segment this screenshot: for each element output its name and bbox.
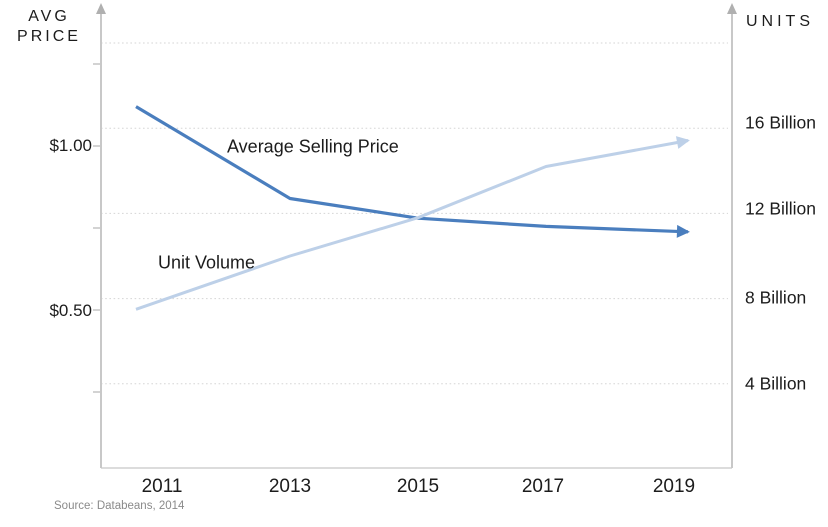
left-axis-title-line1: AVG [28,8,70,25]
average-selling-price-line [135,105,690,238]
x-axis-label-2011: 2011 [141,476,183,497]
left-axis-arrow-icon [96,3,106,14]
x-axis-label-2015: 2015 [396,476,440,497]
source-attribution: Source: Databeans, 2014 [54,500,185,512]
left-axis-title-line2: PRICE [17,28,81,45]
right-axis-tick-label-8b: 8 Billion [745,287,807,308]
left-axis-tick-label-1-00: $1.00 [49,136,92,155]
x-axis-label-2019: 2019 [652,476,696,497]
average-selling-price-series-label: Average Selling Price [227,136,399,157]
right-axis-tick-label-16b: 16 Billion [745,112,817,133]
unit-volume-line [135,136,690,311]
left-axis-title: AVG PRICE [4,7,94,47]
right-axis-tick-label-12b: 12 Billion [745,198,817,219]
right-axis-title: UNITS [746,13,814,30]
right-axis-tick-label-4b: 4 Billion [745,373,807,394]
x-axis-label-2017: 2017 [521,476,565,497]
unit-volume-series-label: Unit Volume [158,252,256,273]
left-axis-tick-label-0-50: $0.50 [49,301,92,320]
x-axis-label-2013: 2013 [268,476,312,497]
right-axis-arrow-icon [727,3,737,14]
